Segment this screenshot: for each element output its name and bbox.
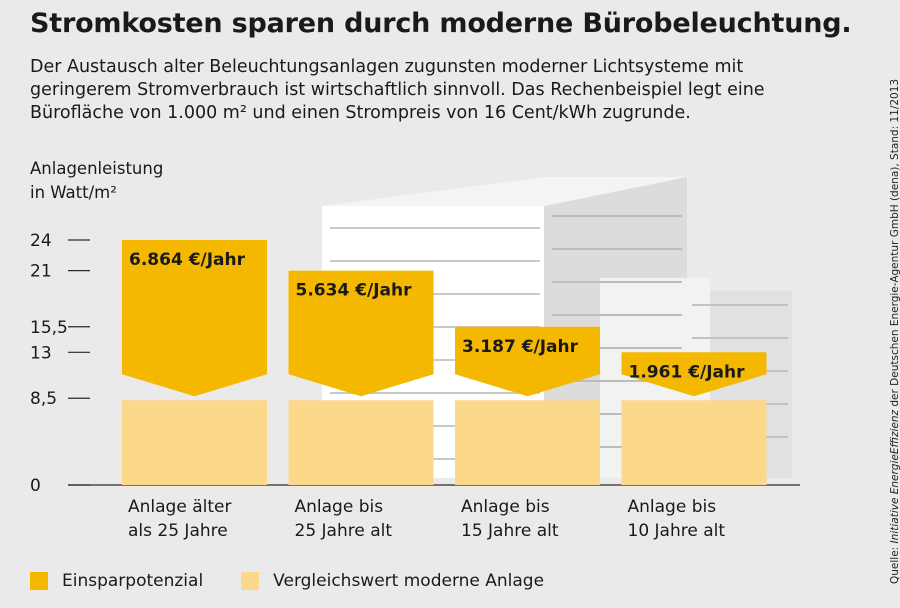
bar-savings (455, 326, 600, 397)
source-prefix: Quelle: (889, 543, 900, 584)
bar-reference (288, 400, 434, 485)
legend-swatch-reference (241, 572, 260, 590)
x-tick-label: 25 Jahre alt (295, 521, 393, 541)
bar-reference (122, 400, 267, 485)
bar-savings (621, 352, 767, 397)
y-tick-label: 0 (30, 476, 41, 496)
y-tick-label: 8,5 (30, 389, 57, 409)
y-tick-label: 21 (30, 262, 52, 282)
legend-label-savings: Einsparpotenzial (62, 571, 204, 591)
legend-item-savings: Einsparpotenzial (30, 571, 203, 591)
legend-label-reference: Vergleichswert moderne Anlage (273, 571, 545, 591)
bar-reference (455, 400, 600, 485)
x-axis-labels: Anlage älter als 25 Jahre Anlage bis 25 Jah… (128, 497, 725, 541)
legend-swatch-savings (30, 572, 48, 590)
chart-title: Stromkosten sparen durch moderne Bürobel… (30, 8, 852, 39)
source-suffix: der Deutschen Energie-Agentur GmbH (dena… (889, 78, 900, 410)
y-tick-label: 15,5 (30, 318, 68, 338)
data-label: 5.634 €/Jahr (296, 281, 413, 301)
legend: Einsparpotenzial Vergleichswert moderne … (30, 571, 544, 591)
bar-reference (621, 400, 767, 485)
source-note: Quelle: Initiative EnergieEffizienz der … (878, 76, 900, 596)
data-label: 3.187 €/Jahr (462, 337, 579, 357)
x-tick-label: Anlage bis (295, 497, 384, 517)
y-axis-label: Anlagenleistung in Watt/m² (30, 159, 164, 202)
bar-savings (122, 240, 267, 397)
chart-canvas: 0 8,5 13 15,5 21 24 6.864 €/Jahr 5.634 €/Jahr 3… (30, 177, 800, 541)
building-roof (322, 177, 687, 206)
y-tick-label: 13 (30, 343, 52, 363)
x-tick-label: Anlage bis (461, 497, 550, 517)
data-label: 6.864 €/Jahr (129, 250, 246, 270)
x-tick-label: als 25 Jahre (128, 521, 228, 541)
x-tick-label: Anlage bis (628, 497, 717, 517)
chart-subtitle: Der Austausch alter Beleuchtungsanlagen … (30, 57, 765, 123)
x-tick-label: 15 Jahre alt (461, 521, 559, 541)
x-tick-label: Anlage älter (128, 497, 231, 517)
bars: 6.864 €/Jahr 5.634 €/Jahr 3.187 €/Jahr 1.96… (122, 240, 767, 485)
source-italic: Initiative EnergieEffizienz (889, 409, 900, 544)
data-label: 1.961 €/Jahr (629, 362, 746, 382)
x-tick-label: 10 Jahre alt (628, 521, 726, 541)
bar-savings (288, 270, 434, 397)
y-tick-label: 24 (30, 231, 52, 251)
legend-item-reference: Vergleichswert moderne Anlage (241, 571, 544, 591)
